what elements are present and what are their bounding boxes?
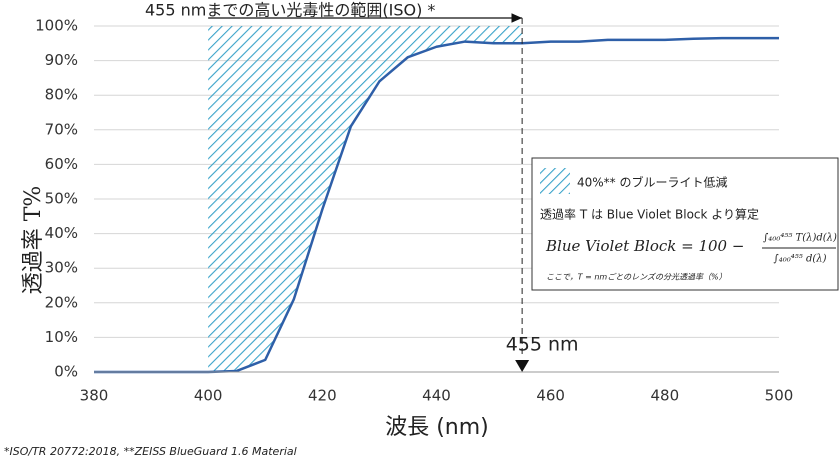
y-tick-label: 90%: [45, 51, 78, 69]
legend-box: [531, 157, 839, 291]
y-tick-label: 100%: [35, 17, 78, 35]
legend-text: 透過率 T は Blue Violet Block より算定: [540, 207, 759, 222]
x-axis-label: 波長 (nm): [385, 415, 489, 440]
y-tick-label: 80%: [45, 86, 78, 104]
y-tick-label: 30%: [45, 259, 78, 277]
x-tick-label: 440: [422, 387, 451, 405]
legend-label: 40%** のブルーライト低減: [577, 175, 728, 190]
marker-label: 455 nm: [506, 334, 579, 356]
x-tick-label: 420: [308, 387, 337, 405]
y-tick-label: 10%: [45, 328, 78, 346]
footnote: *ISO/TR 20772:2018, **ZEISS BlueGuard 1.…: [4, 445, 297, 458]
hatch-area: [208, 26, 523, 372]
y-tick-label: 20%: [45, 293, 78, 311]
chart-title: 455 nmまでの高い光毒性の範囲(ISO) *: [145, 1, 435, 20]
y-tick-label: 50%: [45, 190, 78, 208]
y-tick-label: 60%: [45, 155, 78, 173]
formula-lhs: Blue Violet Block = 100 −: [545, 237, 744, 255]
plot-area: 0% 10% 20% 30% 40% 50% 60% 70% 80% 90% 100% 380 400 4…: [35, 13, 794, 405]
marker-triangle: [515, 360, 530, 372]
x-tick-label: 380: [80, 387, 109, 405]
legend-swatch: [540, 168, 570, 194]
x-tick-label: 480: [651, 387, 680, 405]
formula-denominator: ∫₄₀₀⁴⁵⁵ d(λ): [774, 254, 827, 265]
y-axis-label: 透過率 T%: [21, 186, 46, 295]
legend-note: ここで，T = nmごとのレンズの分光透過率（%）: [546, 273, 727, 282]
y-tick-label: 70%: [45, 120, 78, 138]
formula-numerator: ∫₄₀₀⁴⁵⁵ T(λ)d(λ): [763, 233, 837, 244]
y-tick-label: 40%: [45, 224, 78, 242]
x-tick-label: 400: [194, 387, 223, 405]
y-tick-label: 0%: [54, 363, 78, 381]
x-tick-label: 460: [536, 387, 565, 405]
x-tick-label: 500: [765, 387, 794, 405]
